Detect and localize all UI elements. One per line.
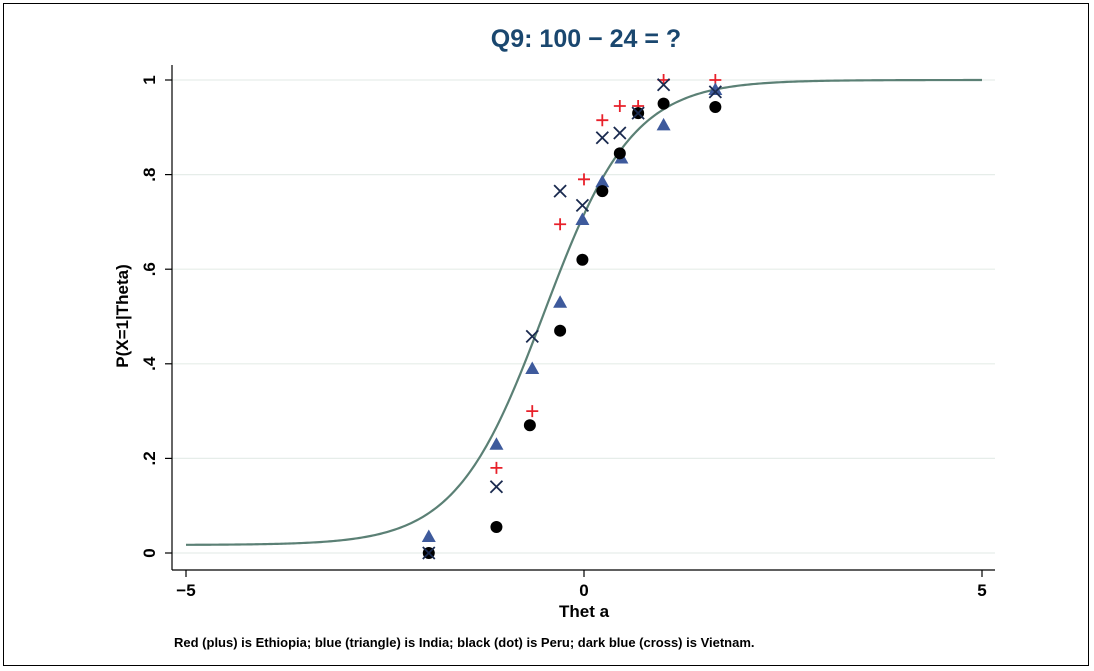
dot-point-2-9 — [709, 100, 722, 113]
cross-point-3-8 — [656, 78, 671, 92]
triangle-point-1-4 — [575, 212, 590, 226]
plus-point-0-0 — [490, 461, 503, 474]
plus-point-0-4 — [596, 114, 609, 127]
triangle-point-1-1 — [489, 437, 504, 450]
dot-point-2-6 — [613, 147, 626, 160]
x-ticks: −5 0 5 — [176, 570, 987, 600]
data-points — [421, 74, 723, 560]
y-tick-label-3: .6 — [140, 262, 159, 276]
plus-point-0-2 — [554, 218, 567, 231]
triangle-point-1-3 — [553, 295, 568, 308]
plus-point-0-1 — [526, 405, 539, 418]
plus-point-0-5 — [613, 100, 626, 113]
cross-point-3-5 — [595, 131, 609, 145]
triangle-point-1-8 — [708, 82, 723, 95]
plus-point-0-3 — [578, 173, 590, 186]
y-tick-label-2: .4 — [140, 356, 159, 371]
dot-point-2-1 — [490, 520, 503, 533]
icc-curve — [185, 78, 982, 546]
y-ticks: 0 .2 .4 .6 .8 1 — [140, 75, 172, 558]
x-tick-label-0: −5 — [176, 581, 195, 600]
y-tick-label-5: 1 — [140, 75, 159, 84]
x-tick-label-2: 5 — [977, 581, 986, 600]
cross-point-3-0 — [422, 546, 436, 560]
y-tick-label-0: 0 — [140, 548, 159, 557]
cross-point-3-3 — [553, 184, 567, 198]
y-axis-title: P(X=1|Theta) — [113, 264, 132, 367]
triangle-point-1-7 — [656, 117, 671, 131]
cross-point-3-1 — [489, 480, 504, 494]
cross-point-3-6 — [613, 126, 627, 140]
y-tick-label-4: .8 — [140, 168, 159, 182]
cross-point-3-9 — [708, 85, 722, 99]
chart-title: Q9: 100 − 24 = ? — [491, 25, 681, 53]
gridlines — [172, 79, 995, 554]
x-tick-label-1: 0 — [579, 581, 588, 600]
cross-point-3-2 — [525, 329, 539, 344]
dot-point-2-4 — [576, 253, 589, 266]
dot-point-2-3 — [554, 324, 567, 337]
chart-note: Red (plus) is Ethiopia; blue (triangle) … — [174, 635, 755, 650]
triangle-point-1-0 — [421, 529, 436, 542]
triangle-point-1-2 — [525, 361, 540, 375]
chart-frame — [3, 3, 1089, 666]
x-axis-title: Thet a — [559, 602, 610, 621]
dot-point-2-5 — [596, 185, 609, 198]
cross-point-3-7 — [631, 106, 645, 120]
y-tick-label-1: .2 — [140, 451, 159, 465]
dot-point-2-8 — [657, 97, 670, 110]
cross-point-3-4 — [575, 198, 590, 212]
triangle-point-1-5 — [595, 174, 610, 188]
dot-point-2-2 — [523, 419, 536, 432]
